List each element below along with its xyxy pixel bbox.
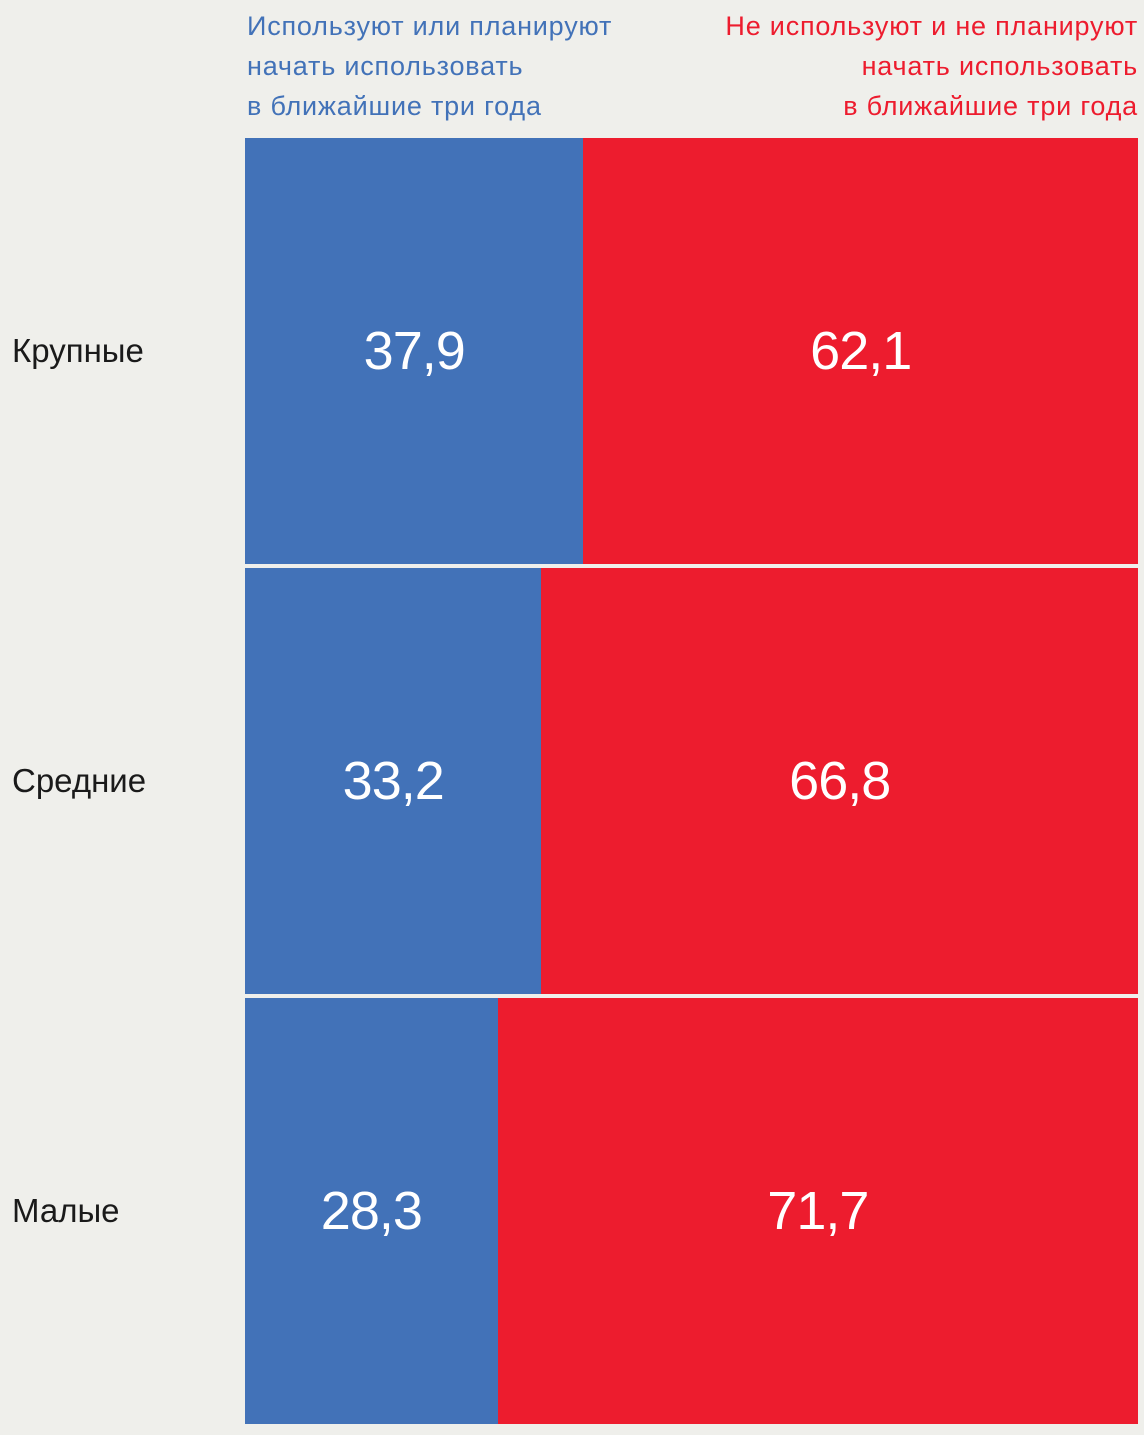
legend-line: Используют или планируют (247, 11, 613, 41)
data-label: 33,2 (342, 751, 445, 811)
chart-plot-area: 37,9 62,1 33,2 66,8 28,3 71,7 (245, 138, 1138, 1428)
bar-segment-series-1: 37,9 (245, 138, 584, 564)
data-label: 62,1 (810, 321, 912, 381)
legend-line: начать использовать (247, 51, 524, 81)
legend-series-2: Не используют и не планируют начать испо… (725, 6, 1138, 126)
data-label: 71,7 (767, 1181, 869, 1241)
data-label: 28,3 (320, 1181, 423, 1241)
data-label: 66,8 (789, 751, 891, 811)
bar-segment-series-1: 33,2 (245, 568, 542, 994)
category-label: Крупные (12, 332, 144, 369)
legend-line: в ближайшие три года (843, 91, 1138, 121)
bar-segment-series-2: 62,1 (583, 138, 1138, 564)
bar-row: 37,9 62,1 (245, 138, 1138, 564)
legend-line: в ближайшие три года (247, 91, 542, 121)
legend-line: Не используют и не планируют (725, 11, 1138, 41)
bar-segment-series-2: 71,7 (497, 998, 1138, 1424)
legend-line: начать использовать (861, 51, 1138, 81)
category-label: Средние (12, 762, 147, 799)
legend-series-1: Используют или планируют начать использо… (247, 6, 612, 126)
category-label: Малые (12, 1192, 120, 1229)
bar-segment-series-1: 28,3 (245, 998, 498, 1424)
bar-row: 28,3 71,7 (245, 998, 1138, 1424)
bar-segment-series-2: 66,8 (541, 568, 1138, 994)
data-label: 37,9 (363, 321, 466, 381)
bar-row: 33,2 66,8 (245, 568, 1138, 994)
